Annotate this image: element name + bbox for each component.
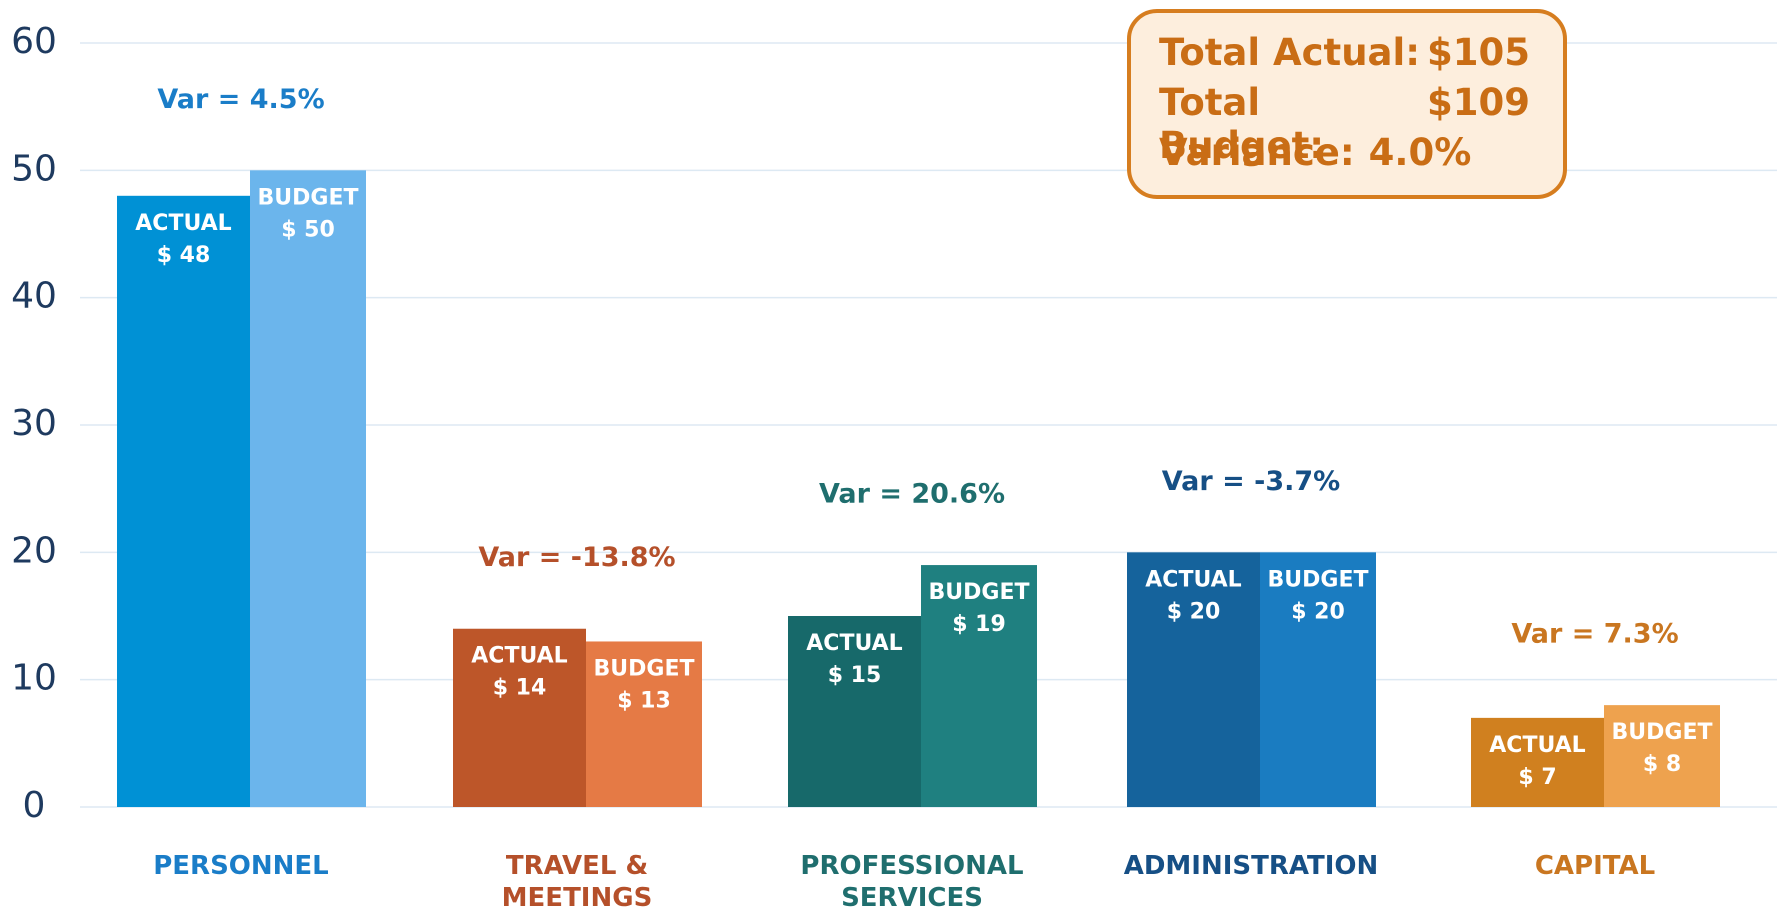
bar-series-label: BUDGET	[1268, 567, 1369, 592]
summary-value: $105	[1427, 31, 1530, 74]
x-tick-label: PERSONNEL	[153, 851, 329, 881]
variance-label: Var = -13.8%	[478, 542, 675, 573]
bar	[1260, 552, 1376, 807]
summary-row: Total Actual: $105	[1159, 31, 1563, 81]
y-tick-label: 30	[11, 403, 57, 444]
bar	[1127, 552, 1260, 807]
bar-series-label: BUDGET	[1612, 720, 1713, 745]
x-tick-label: ADMINISTRATION	[1123, 851, 1379, 881]
summary-row: Variance: 4.0%	[1159, 131, 1563, 181]
x-tick-label: TRAVEL & MEETINGS	[501, 851, 653, 910]
x-tick-label: CAPITAL	[1534, 851, 1656, 881]
bar-value-label: $ 20	[1167, 599, 1221, 624]
y-tick-label: 10	[11, 658, 57, 699]
bar-value-label: $ 15	[828, 663, 882, 688]
bar-value-label: $ 50	[281, 217, 335, 242]
bar-series-label: ACTUAL	[471, 644, 567, 669]
summary-row: Total Budget: $109	[1159, 81, 1563, 167]
summary-label: Variance:	[1159, 131, 1355, 174]
bar	[453, 628, 586, 807]
summary-value: $109	[1427, 81, 1530, 124]
bar-series-label: ACTUAL	[1145, 567, 1241, 592]
summary-value: 4.0%	[1368, 131, 1472, 174]
y-tick-label: 40	[11, 276, 57, 317]
variance-label: Var = 7.3%	[1511, 619, 1678, 650]
bar-series-label: BUDGET	[594, 656, 695, 681]
bar	[921, 565, 1037, 807]
bar	[250, 170, 366, 808]
bar-series-label: ACTUAL	[806, 631, 902, 656]
bar-series-label: ACTUAL	[135, 211, 231, 236]
bar-series-label: BUDGET	[258, 185, 359, 210]
variance-label: Var = 20.6%	[819, 479, 1005, 510]
bar-value-label: $ 48	[157, 243, 211, 268]
bar-series-label: BUDGET	[929, 580, 1030, 605]
y-tick-label: 50	[11, 148, 57, 189]
y-tick-label: 60	[11, 21, 57, 62]
bar-value-label: $ 14	[493, 676, 547, 701]
bar-value-label: $ 7	[1518, 765, 1556, 790]
bar	[1471, 717, 1604, 807]
bar-series-label: ACTUAL	[1489, 733, 1585, 758]
x-tick-label: PROFESSIONAL SERVICES	[800, 851, 1024, 910]
bar-value-label: $ 8	[1643, 752, 1681, 777]
variance-label: Var = 4.5%	[157, 84, 324, 115]
summary-box: Total Actual: $105 Total Budget: $109 Varian…	[1127, 9, 1567, 199]
summary-label: Total Actual:	[1159, 31, 1421, 74]
bar-value-label: $ 20	[1291, 599, 1345, 624]
bar-value-label: $ 13	[617, 688, 671, 713]
bar	[788, 616, 921, 807]
y-tick-label: 20	[11, 530, 57, 571]
y-tick-label: 0	[23, 785, 46, 826]
bar-value-label: $ 19	[952, 612, 1006, 637]
variance-label: Var = -3.7%	[1162, 466, 1340, 497]
bar	[1604, 705, 1720, 807]
summary-label: Total Budget:	[1159, 81, 1325, 167]
bar	[117, 195, 250, 808]
bar	[586, 641, 702, 807]
